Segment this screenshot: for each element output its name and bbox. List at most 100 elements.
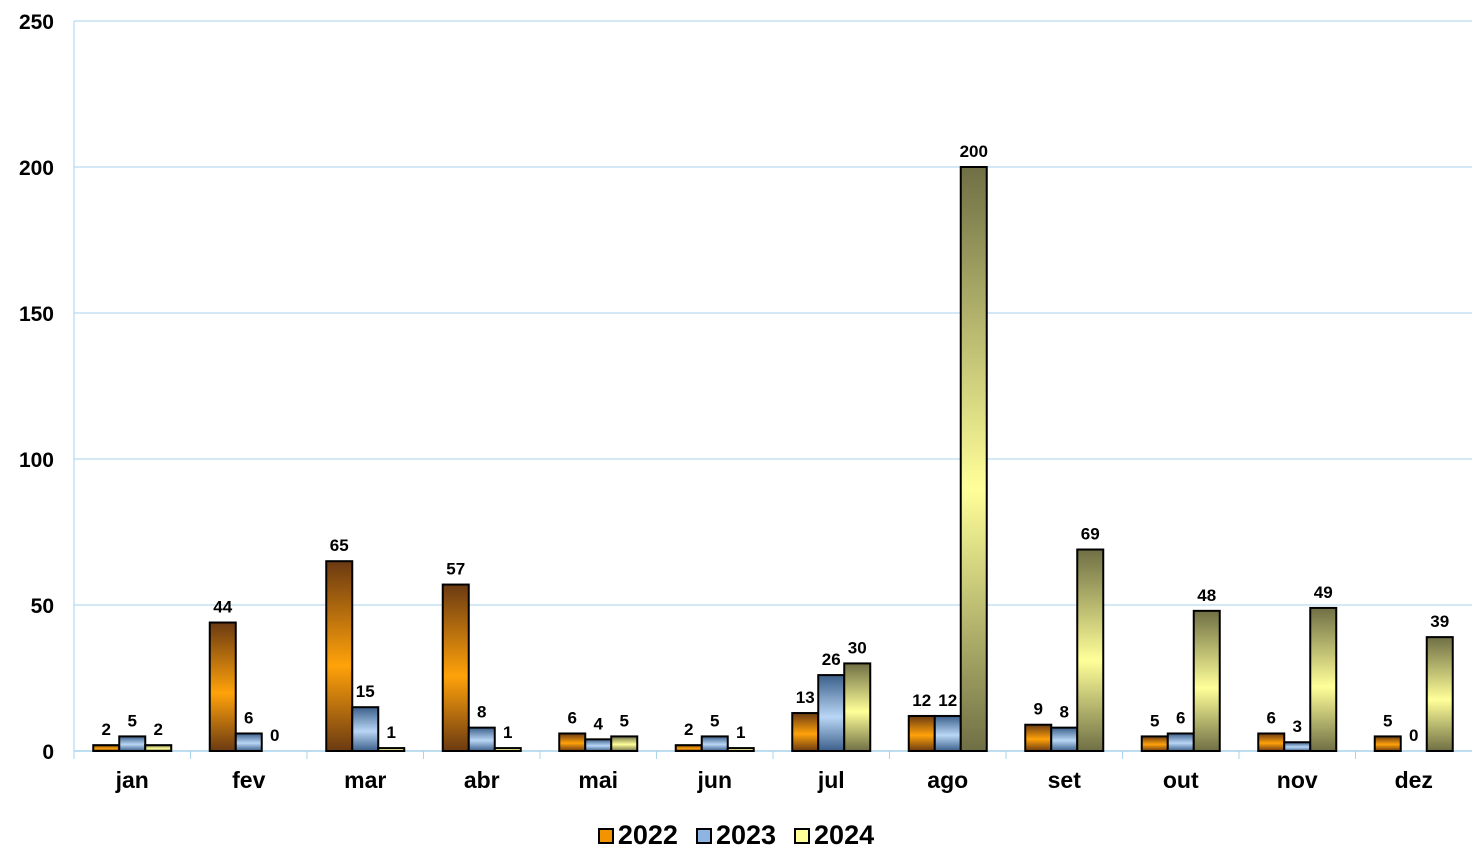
data-label: 2 xyxy=(154,720,163,739)
bar-2022-set xyxy=(1024,723,1053,752)
data-label: 65 xyxy=(330,536,349,555)
data-label: 30 xyxy=(848,638,867,657)
x-tick-label: nov xyxy=(1277,767,1318,793)
data-label: 44 xyxy=(213,598,232,617)
bar-2024-set xyxy=(1076,548,1105,753)
bar-2022-jun xyxy=(674,744,703,752)
x-tick-label: jun xyxy=(697,767,733,793)
data-label: 9 xyxy=(1034,700,1043,719)
x-tick-label: ago xyxy=(927,767,968,793)
data-label: 57 xyxy=(446,560,465,579)
bar-2022-abr xyxy=(441,583,470,752)
bar-2023-nov xyxy=(1283,741,1312,752)
data-label: 5 xyxy=(1383,711,1392,730)
data-label: 5 xyxy=(620,711,629,730)
legend-swatch xyxy=(695,827,712,844)
bar-2022-nov xyxy=(1257,732,1286,752)
y-tick-label: 0 xyxy=(42,741,54,764)
bar-2022-jul xyxy=(791,712,820,752)
x-tick-label: dez xyxy=(1395,767,1433,793)
bar-2023-jun xyxy=(700,735,729,753)
data-label: 8 xyxy=(1060,703,1069,722)
data-label: 49 xyxy=(1314,583,1333,602)
legend-swatch xyxy=(597,827,614,844)
bar-2023-mai xyxy=(584,738,613,753)
data-label: 2 xyxy=(684,720,693,739)
x-tick-label: mai xyxy=(578,767,618,793)
bar-2024-mar xyxy=(377,747,406,753)
data-label: 1 xyxy=(736,723,745,742)
bar-2023-jan xyxy=(118,735,147,753)
legend-item-2024: 2024 xyxy=(794,820,874,851)
data-label: 6 xyxy=(1176,708,1185,727)
bar-2023-jul xyxy=(817,674,846,753)
bar-2022-jan xyxy=(92,744,121,752)
bar-2024-nov xyxy=(1309,606,1338,752)
data-label: 13 xyxy=(796,688,815,707)
data-label: 3 xyxy=(1293,717,1302,736)
x-tick-label: out xyxy=(1163,767,1199,793)
data-label: 4 xyxy=(594,714,604,733)
bar-2022-fev xyxy=(208,621,237,753)
bar-2022-dez xyxy=(1373,735,1402,753)
data-label: 26 xyxy=(822,650,841,669)
x-tick-label: abr xyxy=(464,767,500,793)
bar-2023-ago xyxy=(933,714,962,753)
y-tick-label: 150 xyxy=(19,303,54,326)
x-tick-label: mar xyxy=(344,767,386,793)
axes: 0 50 1 0 0 150 200 250 jan fev mar abr mai jun jul ago s… xyxy=(19,11,1472,793)
data-label: 12 xyxy=(938,691,957,710)
gridlines xyxy=(74,20,1472,606)
legend-item-2023: 2023 xyxy=(695,820,777,851)
bar-2024-jan xyxy=(144,744,173,752)
bar-2024-abr xyxy=(493,747,522,753)
data-label: 1 xyxy=(387,723,396,742)
data-label: 2 xyxy=(102,720,111,739)
bars xyxy=(92,166,1454,753)
data-label: 8 xyxy=(477,703,486,722)
legend-swatch xyxy=(794,827,811,844)
data-label: 200 xyxy=(960,142,988,161)
bar-2023-mar xyxy=(351,706,380,753)
bar-2022-mai xyxy=(558,732,587,752)
y-tick-label: 50 xyxy=(31,595,54,618)
y-tick-label: 200 xyxy=(19,157,54,180)
legend-label: 2024 xyxy=(814,820,875,850)
data-label: 1 xyxy=(503,723,512,742)
bar-2022-out xyxy=(1140,735,1169,753)
legend: 2022 2023 2024 xyxy=(0,820,1472,851)
bar-2024-mai xyxy=(610,735,639,753)
x-tick-label: jul xyxy=(817,767,845,793)
data-label: 39 xyxy=(1430,612,1449,631)
bar-2024-out xyxy=(1192,609,1221,753)
data-label: 5 xyxy=(128,711,137,730)
x-tick-label: jan xyxy=(115,767,149,793)
bar-2023-set xyxy=(1050,726,1079,753)
data-label: 0 xyxy=(270,726,279,745)
legend-label: 2023 xyxy=(715,820,777,850)
data-label: 15 xyxy=(356,682,375,701)
data-label: 6 xyxy=(568,708,577,727)
bar-2024-dez xyxy=(1425,636,1454,752)
bar-2023-fev xyxy=(234,732,263,752)
data-label: 6 xyxy=(244,708,253,727)
bar-2024-jun xyxy=(726,747,755,753)
data-label: 0 xyxy=(1409,726,1418,745)
x-tick-label: fev xyxy=(232,767,265,793)
data-label: 48 xyxy=(1197,586,1216,605)
bar-2024-jul xyxy=(843,662,872,753)
legend-item-2022: 2022 xyxy=(597,820,678,851)
bar-2022-ago xyxy=(907,714,936,753)
bar-2023-out xyxy=(1166,732,1195,752)
y-tick-label: 250 xyxy=(19,11,54,34)
bar-2023-abr xyxy=(467,726,496,753)
legend-label: 2022 xyxy=(617,820,678,850)
bar-2024-ago xyxy=(959,166,988,752)
data-label: 5 xyxy=(1150,711,1159,730)
x-tick-label: set xyxy=(1048,767,1082,793)
data-label: 5 xyxy=(710,711,719,730)
data-label: 6 xyxy=(1267,708,1276,727)
